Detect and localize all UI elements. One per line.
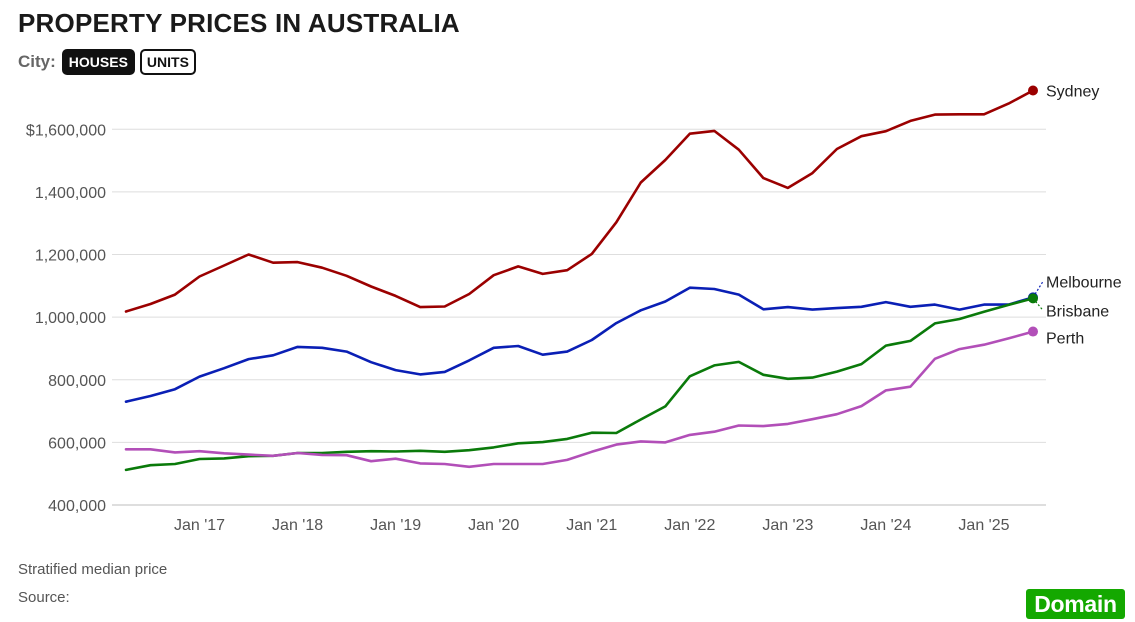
series-labels: Sydney Melbourne Brisbane Perth xyxy=(1028,83,1122,348)
series-label-sydney: Sydney xyxy=(1046,83,1099,100)
y-tick-label: 1,200,000 xyxy=(35,248,106,265)
x-tick-label: Jan '25 xyxy=(958,517,1009,534)
domain-logo: Domain xyxy=(1026,589,1125,619)
footnote-price-type: Stratified median price xyxy=(18,561,168,578)
city-label: City: xyxy=(18,52,56,71)
x-tick-label: Jan '19 xyxy=(370,517,421,534)
series-line-brisbane xyxy=(124,297,1035,472)
series-endpoint-sydney xyxy=(1028,85,1038,96)
series-endpoint-perth xyxy=(1028,326,1038,337)
tab-houses[interactable]: HOUSES xyxy=(61,49,135,75)
y-tick-label: 600,000 xyxy=(48,435,106,452)
x-tick-label: Jan '22 xyxy=(664,517,715,534)
x-tick-label: Jan '23 xyxy=(762,517,813,534)
y-tick-label: 800,000 xyxy=(48,373,106,390)
line-chart: 400,000 600,000 800,000 1,000,000 1,200,000 1… xyxy=(26,83,1122,534)
x-tick-label: Jan '24 xyxy=(860,517,911,534)
series-label-melbourne: Melbourne xyxy=(1046,274,1122,291)
series-line-sydney xyxy=(124,89,1035,313)
label-leader-brisbane xyxy=(1032,297,1044,311)
city-selector: City: HOUSES UNITS xyxy=(18,48,196,76)
series-label-perth: Perth xyxy=(1046,331,1084,348)
series-endpoint-brisbane xyxy=(1028,293,1038,304)
y-tick-label: $1,600,000 xyxy=(26,122,106,139)
x-tick-label: Jan '17 xyxy=(174,517,225,534)
gridlines xyxy=(112,128,1046,506)
x-tick-label: Jan '18 xyxy=(272,517,323,534)
footnote-source: Source: xyxy=(18,589,70,606)
y-axis: 400,000 600,000 800,000 1,000,000 1,200,000 1… xyxy=(26,122,106,515)
chart-title: PROPERTY PRICES IN AUSTRALIA xyxy=(18,8,460,38)
y-tick-label: 1,000,000 xyxy=(35,310,106,327)
series-line-melbourne xyxy=(124,286,1035,404)
series-label-brisbane: Brisbane xyxy=(1046,303,1109,320)
y-tick-label: 400,000 xyxy=(48,498,106,515)
label-leader-melbourne xyxy=(1032,281,1044,298)
x-tick-label: Jan '20 xyxy=(468,517,519,534)
series-lines xyxy=(124,89,1035,472)
x-tick-label: Jan '21 xyxy=(566,517,617,534)
tab-units[interactable]: UNITS xyxy=(139,49,196,75)
series-line-perth xyxy=(124,330,1035,469)
x-axis: Jan '17 Jan '18 Jan '19 Jan '20 Jan '21 Jan '… xyxy=(174,517,1010,534)
y-tick-label: 1,400,000 xyxy=(35,185,106,202)
